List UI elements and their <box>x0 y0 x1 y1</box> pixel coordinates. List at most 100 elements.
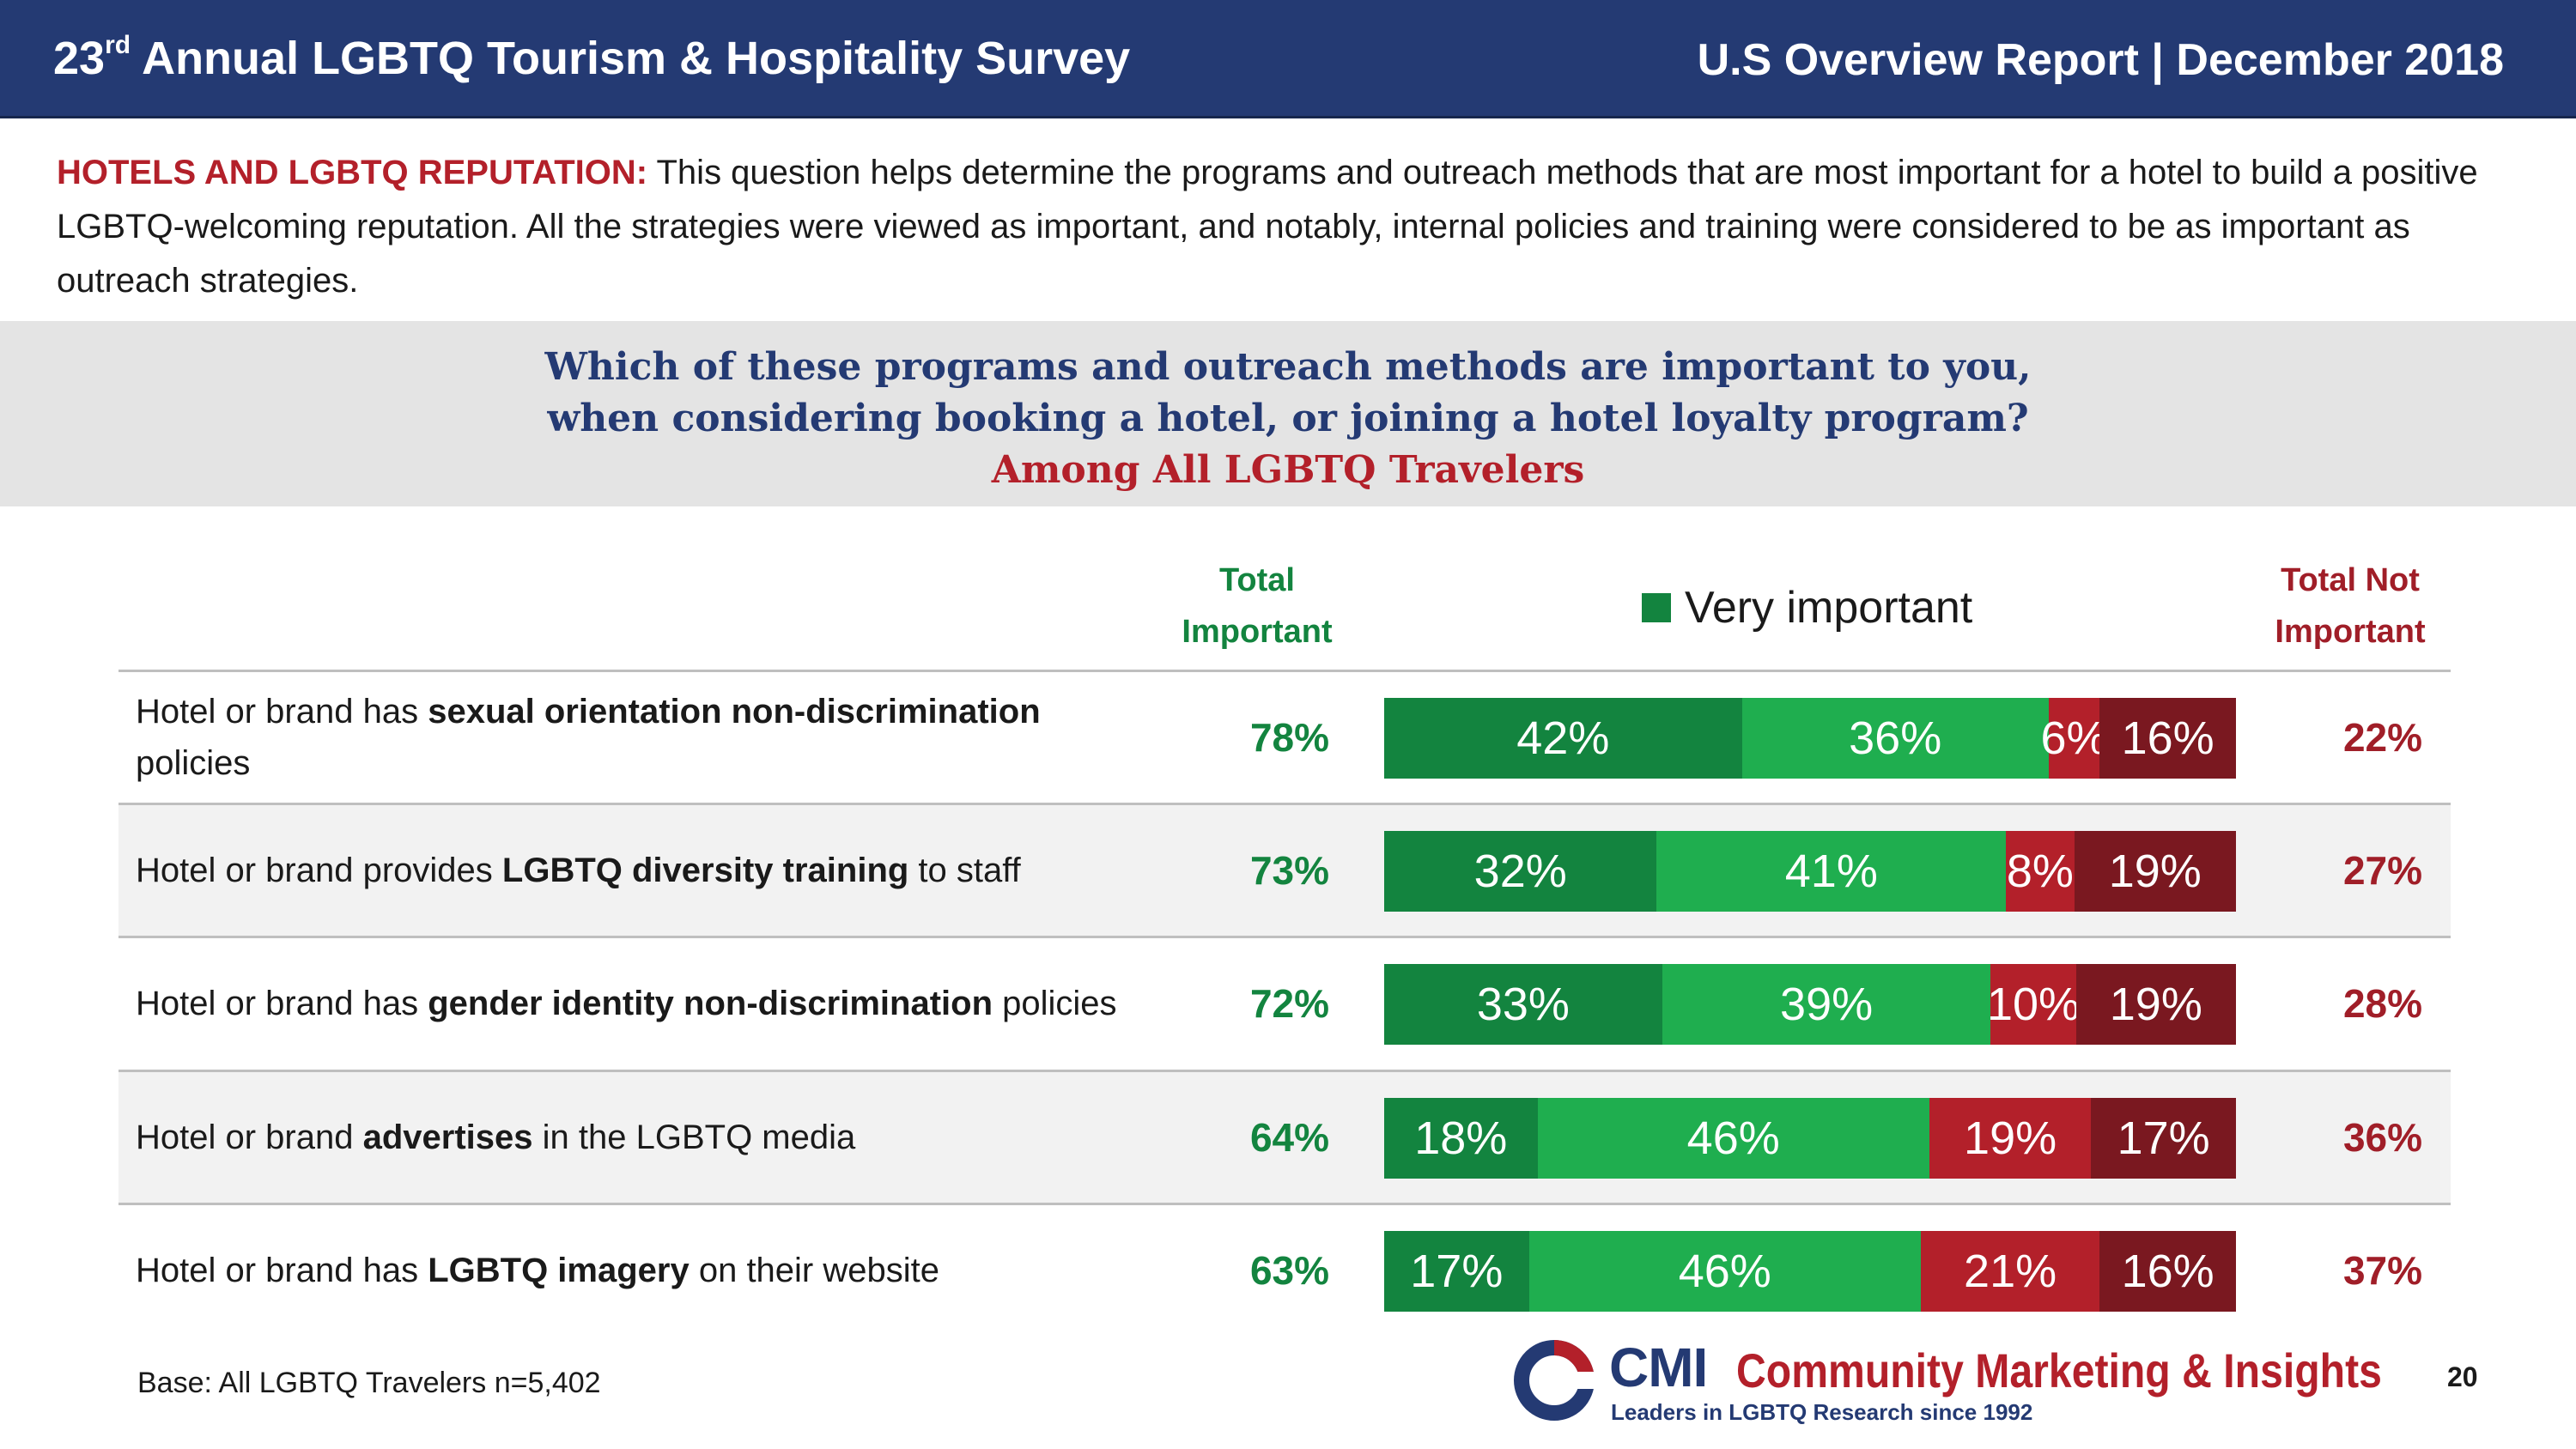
bar-segment-not-important: 19% <box>2075 964 2236 1045</box>
row-label-text: Hotel or brand has LGBTQ imagery on thei… <box>136 1245 939 1296</box>
bar-value-label: 16% <box>2121 712 2215 764</box>
question-band: Which of these programs and outreach met… <box>0 321 2576 506</box>
report-label: U.S Overview Report | December 2018 <box>1697 35 2504 85</box>
total-not-important-value: 22% <box>2342 715 2423 760</box>
bar-value-label: 32% <box>1473 846 1567 897</box>
row-label-pre: Hotel or brand has <box>136 693 428 731</box>
total-important-header-line-2: Important <box>1182 614 1333 650</box>
total-important-value: 72% <box>1249 981 1330 1026</box>
bar-segment-very-important: 42% <box>1384 698 1742 779</box>
bar-value-label: 19% <box>2109 979 2202 1030</box>
question-subtitle: Among All LGBTQ Travelers <box>991 448 1585 492</box>
total-important-value: 78% <box>1249 715 1330 760</box>
page-number: 20 <box>2447 1361 2478 1392</box>
row-divider <box>118 1070 2451 1072</box>
stacked-bar: 32% 41% 8% 19% <box>1384 831 2236 912</box>
bar-value-label: 19% <box>1964 1113 2057 1164</box>
bar-value-label: 39% <box>1780 979 1874 1030</box>
row-divider <box>118 670 2451 672</box>
cmi-logo-initials: CMI <box>1609 1337 1708 1398</box>
row-divider <box>118 803 2451 805</box>
bar-segment-somewhat-important: 46% <box>1537 1098 1929 1179</box>
row-divider <box>118 1203 2451 1205</box>
bar-segment-very-important: 18% <box>1384 1098 1538 1179</box>
total-important-header-line-1: Total <box>1219 562 1295 598</box>
row-label: Hotel or brand has sexual orientation no… <box>136 672 1149 803</box>
row-label-bold: LGBTQ imagery <box>428 1252 690 1289</box>
row-label: Hotel or brand advertises in the LGBTQ m… <box>136 1072 1149 1203</box>
cmi-logo-tagline: Leaders in LGBTQ Research since 1992 <box>1611 1399 2033 1425</box>
total-not-important-header-line-1: Total Not <box>2281 562 2420 598</box>
bar-value-label: 17% <box>1410 1246 1504 1297</box>
title-number: 23 <box>53 33 106 84</box>
bar-value-label: 46% <box>1686 1113 1780 1164</box>
row-label-pre: Hotel or brand provides <box>136 852 502 889</box>
bar-segment-somewhat-not-important: 8% <box>2006 831 2075 912</box>
row-label-post: policies <box>993 985 1117 1022</box>
bar-segment-not-important: 16% <box>2099 698 2236 779</box>
row-label: Hotel or brand provides LGBTQ diversity … <box>136 805 1149 936</box>
cmi-logo: CMI Community Marketing & Insights Leade… <box>1511 1337 2387 1432</box>
chart-row: Hotel or brand has gender identity non-d… <box>118 938 2451 1069</box>
row-label-bold: advertises <box>362 1119 533 1156</box>
bar-segment-very-important: 32% <box>1384 831 1657 912</box>
row-label-text: Hotel or brand provides LGBTQ diversity … <box>136 845 1021 896</box>
bar-value-label: 36% <box>1849 712 1942 764</box>
bar-value-label: 6% <box>2040 712 2108 764</box>
total-not-important-header-line-2: Important <box>2275 614 2426 650</box>
bar-value-label: 46% <box>1678 1246 1771 1297</box>
bar-segment-somewhat-important: 41% <box>1656 831 2007 912</box>
total-not-important-value: 27% <box>2342 848 2423 893</box>
bar-segment-somewhat-not-important: 10% <box>1987 964 2080 1045</box>
bar-value-label: 10% <box>1986 979 2081 1030</box>
bar-value-label: 19% <box>2108 846 2202 897</box>
bar-value-label: 17% <box>2117 1113 2210 1164</box>
total-not-important-value: 36% <box>2342 1115 2423 1160</box>
bar-segment-very-important: 33% <box>1384 964 1662 1045</box>
row-label-pre: Hotel or brand has <box>136 985 428 1022</box>
question-line-1: Which of these programs and outreach met… <box>544 345 2032 389</box>
question-line-2: when considering booking a hotel, or joi… <box>547 397 2029 440</box>
row-label-bold: sexual orientation non-discrimination <box>428 693 1041 731</box>
row-label-bold: gender identity non-discrimination <box>428 985 993 1022</box>
total-not-important-value: 37% <box>2342 1248 2423 1293</box>
intro-paragraph: HOTELS AND LGBTQ REPUTATION: This questi… <box>57 146 2530 308</box>
chart-row: Hotel or brand has sexual orientation no… <box>118 672 2451 803</box>
row-label-text: Hotel or brand has gender identity non-d… <box>136 978 1117 1029</box>
title-text: Annual LGBTQ Tourism & Hospitality Surve… <box>131 33 1131 84</box>
bar-segment-very-important: 17% <box>1384 1231 1529 1312</box>
title-ordinal: rd <box>105 31 131 59</box>
row-label-text: Hotel or brand has sexual orientation no… <box>136 686 1149 789</box>
intro-lead: HOTELS AND LGBTQ REPUTATION: <box>57 154 648 191</box>
bar-segment-somewhat-important: 36% <box>1741 698 2049 779</box>
row-label-text: Hotel or brand advertises in the LGBTQ m… <box>136 1112 855 1163</box>
row-label-post: on their website <box>689 1252 939 1289</box>
bar-value-label: 21% <box>1964 1246 2057 1297</box>
intro-body: This question helps determine the progra… <box>57 154 2478 300</box>
bar-value-label: 42% <box>1516 712 1610 764</box>
stacked-bar: 42% 36% 6% 16% <box>1384 698 2236 779</box>
row-label: Hotel or brand has gender identity non-d… <box>136 938 1149 1069</box>
bar-segment-somewhat-not-important: 19% <box>1929 1098 2092 1179</box>
row-label-post: policies <box>136 744 251 782</box>
row-divider <box>118 936 2451 938</box>
row-label-bold: LGBTQ diversity training <box>501 852 909 889</box>
bar-segment-not-important: 19% <box>2074 831 2236 912</box>
bar-value-label: 8% <box>2006 846 2074 897</box>
bar-value-label: 41% <box>1784 846 1878 897</box>
legend-label-very-important: Very important <box>1685 583 1973 633</box>
stacked-bar: 17% 46% 21% 16% <box>1384 1231 2236 1312</box>
row-label-post: in the LGBTQ media <box>532 1119 856 1156</box>
stacked-bar: 18% 46% 19% 17% <box>1384 1098 2236 1179</box>
row-label: Hotel or brand has LGBTQ imagery on thei… <box>136 1205 1149 1336</box>
bar-segment-not-important: 17% <box>2091 1098 2236 1179</box>
total-not-important-header: Total Not Important <box>2241 555 2459 658</box>
bar-segment-not-important: 16% <box>2099 1231 2236 1312</box>
row-label-post: to staff <box>908 852 1021 889</box>
total-important-value: 73% <box>1249 848 1330 893</box>
total-important-value: 64% <box>1249 1115 1330 1160</box>
bar-segment-somewhat-not-important: 21% <box>1920 1231 2100 1312</box>
bar-value-label: 18% <box>1414 1113 1508 1164</box>
bar-segment-somewhat-not-important: 6% <box>2040 698 2108 779</box>
total-important-header: Total Important <box>1151 555 1364 658</box>
